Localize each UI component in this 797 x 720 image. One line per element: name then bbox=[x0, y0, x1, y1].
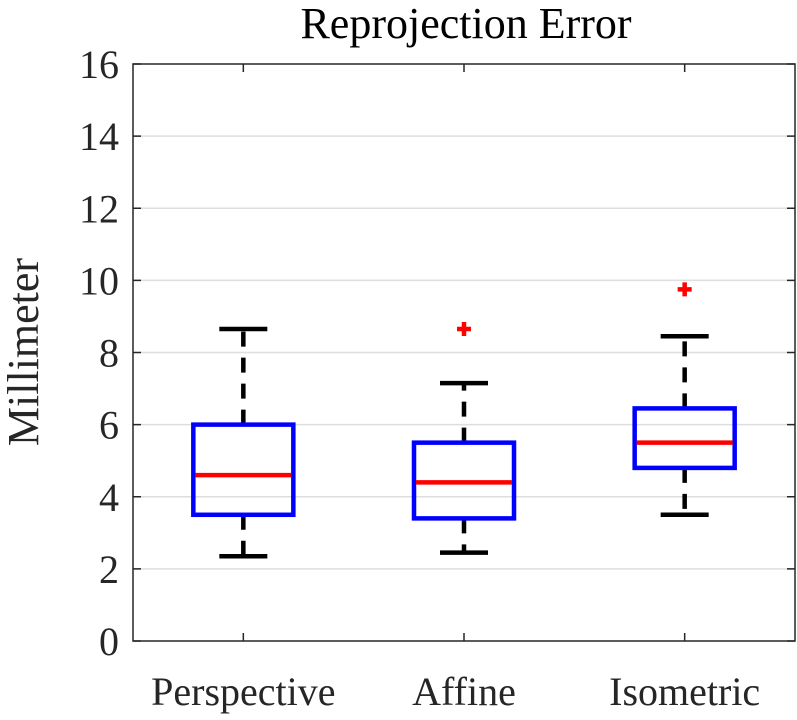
y-tick-label: 8 bbox=[99, 331, 119, 376]
iqr-box bbox=[632, 406, 737, 471]
iqr-box bbox=[411, 440, 517, 521]
box-group bbox=[411, 322, 517, 555]
y-tick-label: 4 bbox=[99, 475, 119, 520]
grid-lines bbox=[133, 135, 795, 570]
outlier-marker bbox=[457, 322, 471, 337]
chart-title: Reprojection Error bbox=[300, 0, 631, 48]
y-tick-label: 14 bbox=[79, 114, 119, 159]
box-series bbox=[191, 282, 737, 559]
box-group bbox=[632, 282, 737, 518]
x-tick-label: Affine bbox=[412, 669, 516, 714]
y-tick-label: 6 bbox=[99, 403, 119, 448]
y-tick-label: 16 bbox=[79, 42, 119, 87]
x-tick-label: Isometric bbox=[609, 669, 760, 714]
y-axis-label: Millimeter bbox=[0, 258, 48, 447]
iqr-box bbox=[191, 422, 296, 518]
y-tick-label: 2 bbox=[99, 547, 119, 592]
box-group bbox=[191, 326, 296, 559]
x-tick-label: Perspective bbox=[151, 669, 335, 714]
outlier-marker bbox=[677, 282, 692, 297]
y-tick-label: 12 bbox=[79, 186, 119, 231]
axes bbox=[132, 63, 796, 642]
y-tick-label: 10 bbox=[79, 258, 119, 303]
tick-labels: 0 2 4 6 8 10 12 14 16 Perspective Affine Isometric bbox=[79, 42, 760, 714]
y-tick-label: 0 bbox=[99, 619, 119, 664]
